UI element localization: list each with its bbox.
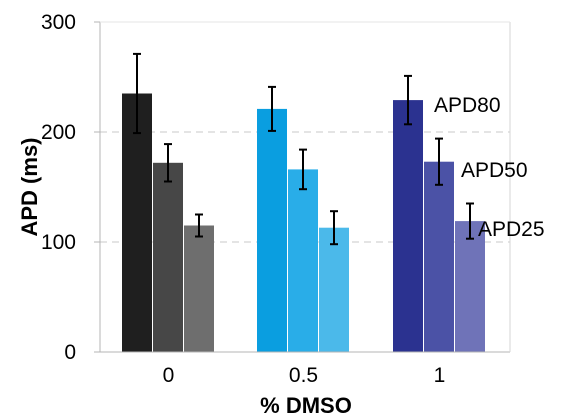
annotation-apd50: APD50 [461, 159, 528, 182]
bar-apd80-0 [122, 93, 152, 352]
y-tick-label: 100 [41, 231, 76, 254]
annotation-apd25: APD25 [478, 218, 545, 241]
x-tick-label: 0.5 [289, 364, 318, 387]
x-tick-label: 1 [434, 364, 446, 387]
bar-apd25-0.5 [319, 227, 349, 352]
bar-apd25-0 [184, 225, 214, 352]
bar-apd50-0.5 [288, 169, 318, 352]
bar-apd50-1 [424, 161, 454, 352]
annotation-apd80: APD80 [434, 94, 501, 117]
tick-labels: 0 100 200 300 0 0.5 1 [41, 11, 445, 387]
bars [122, 93, 485, 353]
bar-apd80-0.5 [257, 108, 287, 353]
y-tick-label: 200 [41, 121, 76, 144]
x-tick-label: 0 [163, 364, 175, 387]
y-tick-label: 300 [41, 11, 76, 34]
y-axis-title: APD (ms) [17, 137, 42, 236]
bar-apd80-1 [393, 100, 423, 352]
y-tick-label: 0 [64, 341, 76, 364]
axes [94, 21, 511, 353]
error-bars [133, 52, 474, 246]
bar-apd25-1 [455, 221, 485, 352]
x-axis-title: % DMSO [260, 393, 352, 418]
bar-apd50-0 [153, 162, 183, 352]
annotations: APD80 APD50 APD25 [434, 94, 545, 241]
